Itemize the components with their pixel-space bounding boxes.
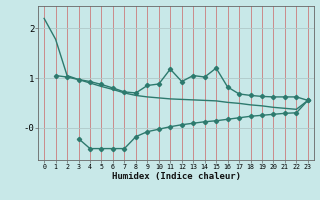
X-axis label: Humidex (Indice chaleur): Humidex (Indice chaleur) (111, 172, 241, 181)
